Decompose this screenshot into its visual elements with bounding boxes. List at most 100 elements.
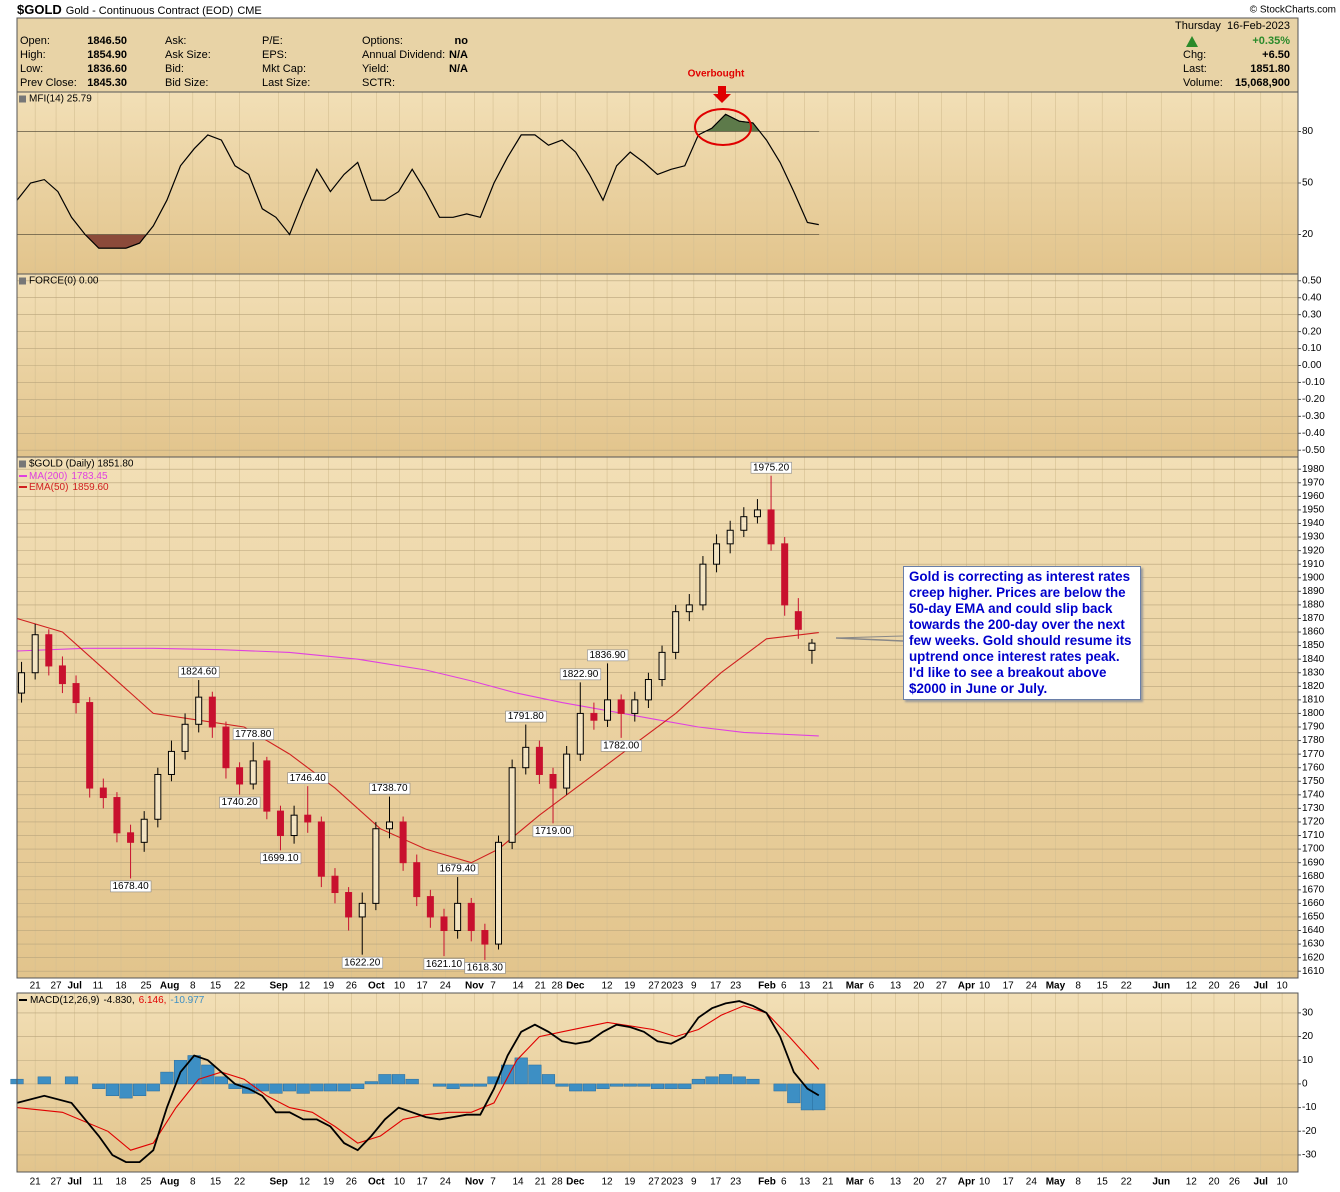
readout: 6.146, xyxy=(139,995,167,1006)
field-value: 1854.90 xyxy=(87,49,127,61)
x-tick-label: 2023 xyxy=(661,1177,684,1188)
candle-body xyxy=(563,753,571,789)
candle-body xyxy=(794,611,802,630)
price-label-box xyxy=(260,852,302,865)
candle-body xyxy=(549,773,557,789)
y-tick-label: 50 xyxy=(1302,178,1314,189)
x-tick-label: 22 xyxy=(1121,1177,1133,1188)
histogram-bar xyxy=(501,1064,515,1085)
x-tick-label: 25 xyxy=(140,1177,152,1188)
x-tick-label: 19 xyxy=(624,981,636,992)
candle-body xyxy=(304,814,312,823)
candle-body xyxy=(263,760,271,812)
field-value: N/A xyxy=(449,49,468,61)
candle-body xyxy=(481,930,489,945)
x-tick-label: Nov xyxy=(465,1177,484,1188)
up-arrow xyxy=(1186,36,1198,47)
x-tick-label: 14 xyxy=(512,1177,524,1188)
x-tick-label: 27 xyxy=(51,1177,63,1188)
price-label: 1719.00 xyxy=(535,826,572,837)
candle-body xyxy=(576,712,584,755)
histogram-bar xyxy=(119,1083,133,1099)
candle-body xyxy=(58,665,66,685)
candle-body xyxy=(317,821,325,877)
x-tick-label: 12 xyxy=(602,1177,614,1188)
x-tick-label: Dec xyxy=(566,981,585,992)
x-tick-label: 24 xyxy=(440,981,452,992)
candle-body xyxy=(31,634,39,674)
frame xyxy=(16,17,1299,979)
x-tick-label: 27 xyxy=(936,981,948,992)
histogram-bar xyxy=(637,1083,651,1087)
candle-body xyxy=(72,683,80,704)
x-tick-label: 21 xyxy=(535,1177,547,1188)
x-tick-label: 27 xyxy=(51,981,63,992)
field-label: Last: xyxy=(1183,63,1207,75)
field-value: N/A xyxy=(449,63,468,75)
x-tick-label: 27 xyxy=(648,1177,660,1188)
readout: -4.830, xyxy=(103,995,134,1006)
panel-title: $GOLD (Daily) 1851.80 xyxy=(29,459,134,470)
panel-title: MACD(12,26,9) -4.830, 6.146, -10.977 xyxy=(30,995,205,1006)
candle-body xyxy=(181,723,189,752)
x-tick-label: May xyxy=(1046,981,1066,992)
histogram-bar xyxy=(214,1076,228,1085)
candle-body xyxy=(522,746,530,769)
field-label: Prev Close: xyxy=(20,77,77,89)
x-tick-label: 15 xyxy=(210,1177,222,1188)
legend-value: 1783.45 xyxy=(71,471,108,482)
macd-panel xyxy=(17,993,1298,1172)
x-tick-label: 22 xyxy=(1121,981,1133,992)
price-label-box xyxy=(341,956,384,969)
y-tick-label: -0.50 xyxy=(1302,445,1325,456)
x-tick-label: 15 xyxy=(1097,1177,1109,1188)
x-tick-label: 26 xyxy=(346,1177,358,1188)
histogram-bar xyxy=(92,1083,106,1089)
x-tick-label: 17 xyxy=(1003,1177,1015,1188)
y-tick-label: 1800 xyxy=(1302,708,1325,719)
price-label: 1822.90 xyxy=(562,669,599,680)
ma-line xyxy=(16,617,819,864)
candle-body xyxy=(345,892,353,918)
histogram-bar xyxy=(664,1083,678,1089)
x-tick-label: 17 xyxy=(1003,981,1015,992)
histogram-bar xyxy=(323,1083,338,1092)
macd-line xyxy=(16,1000,820,1163)
overbought-label: Overbought xyxy=(688,69,745,80)
histogram-bar xyxy=(255,1083,269,1092)
x-tick-label: 17 xyxy=(417,981,429,992)
y-tick-label: 1660 xyxy=(1302,898,1325,909)
histogram-bar xyxy=(732,1076,746,1085)
histogram-bar xyxy=(487,1076,501,1085)
ma-line xyxy=(16,647,819,737)
y-tick-label: 0.30 xyxy=(1302,309,1322,320)
y-tick-label: 1820 xyxy=(1302,681,1325,692)
x-tick-label: 19 xyxy=(323,981,335,992)
candle-body xyxy=(167,750,175,775)
candle-body xyxy=(685,604,693,613)
x-tick-label: 8 xyxy=(190,981,196,992)
x-tick-label: 27 xyxy=(936,1177,948,1188)
histogram-bar xyxy=(105,1083,119,1097)
oversold-fill xyxy=(17,234,820,249)
price-label-box xyxy=(532,825,574,838)
candle-body xyxy=(86,702,94,789)
y-tick-label: 1770 xyxy=(1302,749,1325,760)
field-value: 1851.80 xyxy=(1250,63,1290,75)
histogram-bar xyxy=(64,1076,79,1085)
x-tick-label: Mar xyxy=(846,1177,864,1188)
field-label: Ask: xyxy=(165,35,186,47)
price-label-box xyxy=(287,772,329,784)
candle-body xyxy=(413,862,421,898)
x-tick-label: 6 xyxy=(781,1177,787,1188)
histogram-bar xyxy=(296,1083,310,1094)
y-tick-label: 80 xyxy=(1302,126,1314,137)
field-label: Chg: xyxy=(1183,49,1206,61)
candle-body xyxy=(726,529,734,545)
candle-body xyxy=(753,509,761,518)
x-tick-label: Feb xyxy=(758,981,776,992)
histogram-bar xyxy=(514,1057,528,1085)
y-tick-label: 1670 xyxy=(1302,884,1325,895)
x-tick-label: 11 xyxy=(93,1177,104,1188)
